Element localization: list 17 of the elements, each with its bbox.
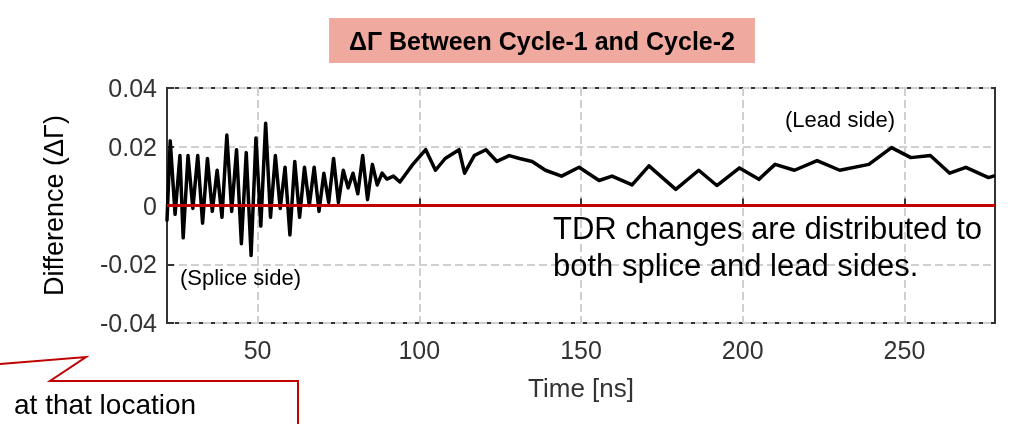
y-tick-label: -0.04 — [100, 309, 158, 337]
x-tick-label: 250 — [883, 335, 926, 364]
y-tick-label: 0.02 — [108, 132, 157, 161]
y-tick-label: 0 — [143, 191, 157, 220]
annotation: TDR changes are distributed to both splice and lead sides. — [552, 211, 983, 284]
chart-title: ΔΓ Between Cycle-1 and Cycle-2 — [349, 26, 735, 55]
y-tick-label: -0.02 — [100, 250, 157, 279]
text: at that location — [14, 389, 197, 421]
annotation: (Lead side) — [785, 106, 896, 132]
annotation: (Splice side) — [180, 264, 302, 290]
x-tick-label: 150 — [560, 335, 602, 364]
y-tick-label: 0.04 — [108, 74, 158, 102]
x-tick-label: 200 — [721, 335, 764, 364]
x-axis-title: Time [ns] — [528, 373, 634, 403]
x-tick-label: 50 — [243, 335, 272, 364]
y-axis-title: Difference (ΔΓ) — [38, 115, 69, 296]
x-tick-label: 100 — [398, 335, 441, 364]
